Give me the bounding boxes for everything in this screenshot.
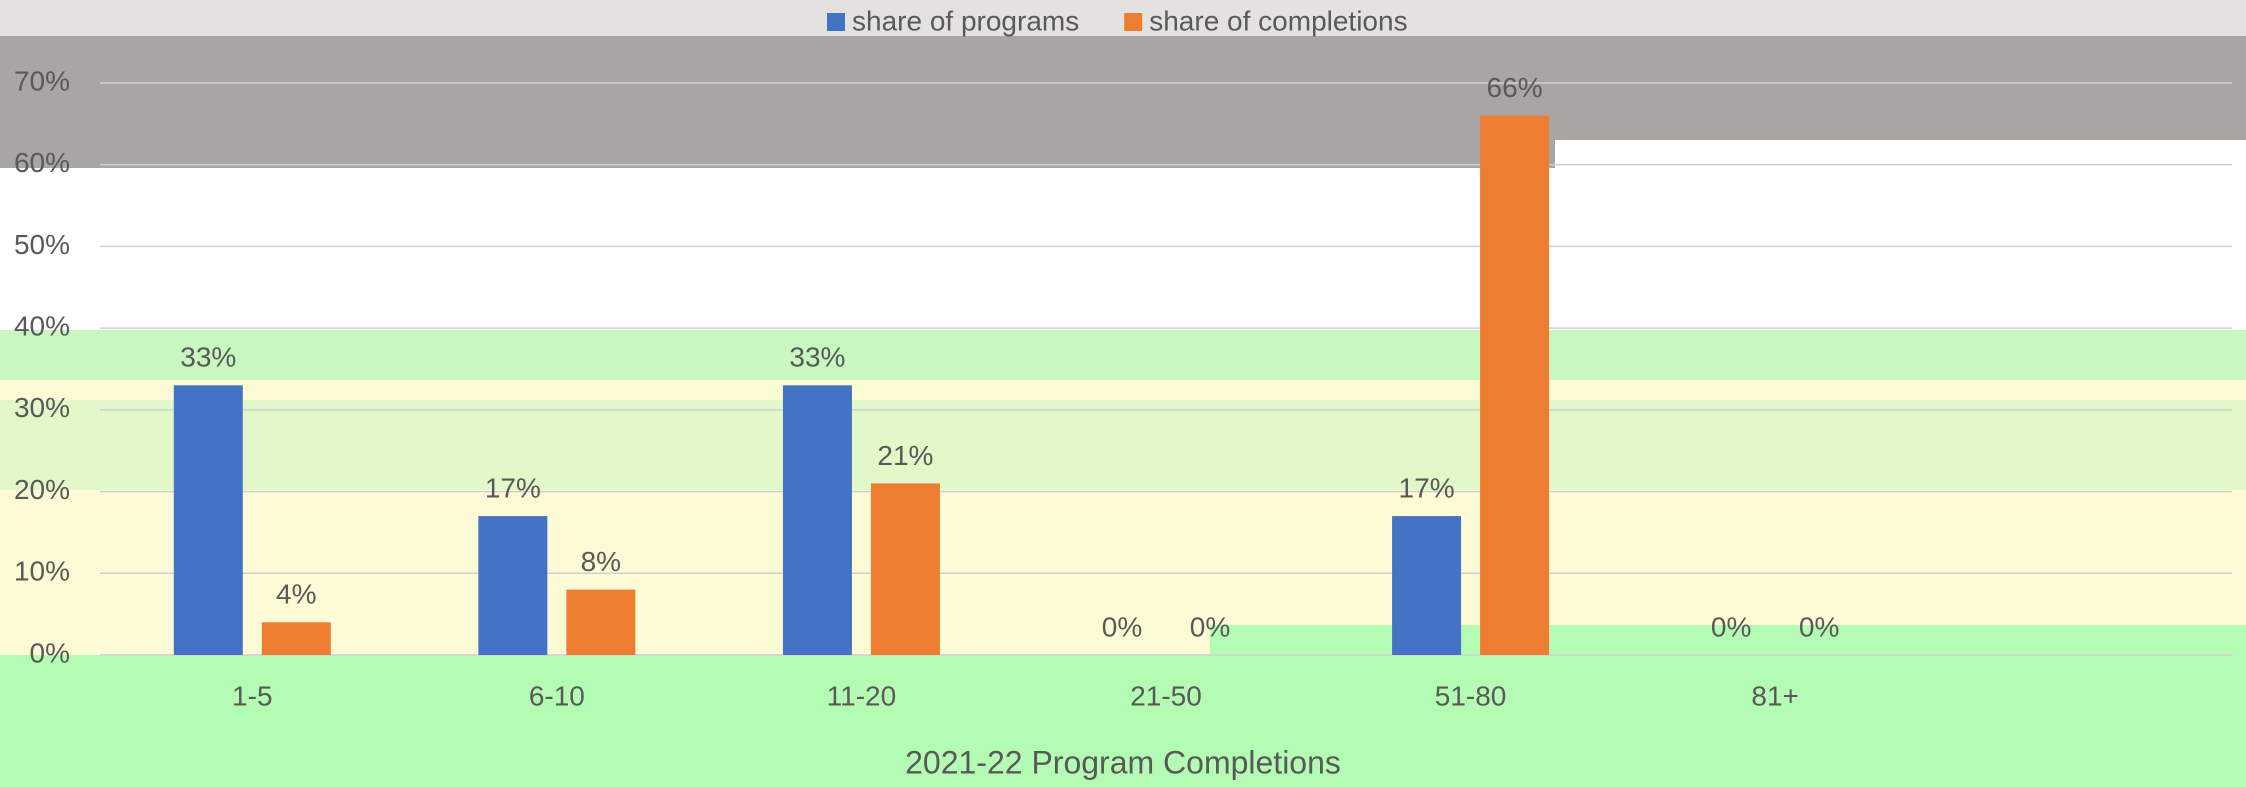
data-label: 17% <box>485 472 541 503</box>
x-tick-label: 1-5 <box>232 680 272 711</box>
background-band <box>1555 140 2246 170</box>
bar <box>174 385 243 655</box>
bar <box>1480 116 1549 655</box>
data-label: 4% <box>276 579 316 610</box>
y-tick-label: 20% <box>14 474 70 505</box>
bar <box>783 385 852 655</box>
legend-swatch <box>827 13 845 31</box>
data-label: 21% <box>877 440 933 471</box>
y-tick-label: 0% <box>30 637 70 668</box>
legend-label: share of programs <box>852 5 1079 36</box>
data-label: 33% <box>180 342 236 373</box>
x-axis-title: 2021-22 Program Completions <box>905 744 1341 780</box>
bar <box>566 590 635 655</box>
chart: 2021-22 Program Completions 0% 10% 20% 30% 4… <box>0 0 2246 787</box>
bar <box>871 483 940 655</box>
x-tick-label: 11-20 <box>827 680 897 711</box>
data-label: 33% <box>789 342 845 373</box>
y-tick-label: 50% <box>14 229 70 260</box>
y-tick-label: 70% <box>14 65 70 96</box>
x-tick-label: 21-50 <box>1130 680 1202 711</box>
background-band <box>0 400 2246 490</box>
y-tick-label: 10% <box>14 556 70 587</box>
bar <box>262 622 331 655</box>
y-tick-label: 40% <box>14 311 70 342</box>
data-label: 0% <box>1711 611 1751 642</box>
data-label: 8% <box>581 546 621 577</box>
bar <box>1392 516 1461 655</box>
legend-swatch <box>1124 13 1142 31</box>
data-label: 17% <box>1399 472 1455 503</box>
legend-label: share of completions <box>1149 5 1407 36</box>
background-band <box>0 0 2246 36</box>
x-tick-label: 81+ <box>1751 680 1799 711</box>
y-tick-label: 30% <box>14 392 70 423</box>
data-label: 0% <box>1190 611 1230 642</box>
data-label: 0% <box>1799 611 1839 642</box>
bar <box>478 516 547 655</box>
y-tick-label: 60% <box>14 147 70 178</box>
x-tick-label: 6-10 <box>529 680 585 711</box>
x-tick-label: 51-80 <box>1435 680 1507 711</box>
background-band <box>0 330 2246 380</box>
data-label: 0% <box>1102 611 1142 642</box>
data-label: 66% <box>1487 72 1543 103</box>
